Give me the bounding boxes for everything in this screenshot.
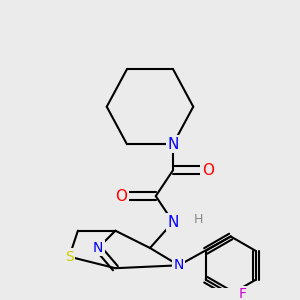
Text: S: S	[65, 250, 74, 264]
Text: O: O	[202, 163, 214, 178]
Text: N: N	[93, 241, 103, 255]
Text: F: F	[238, 287, 246, 300]
Text: N: N	[167, 137, 179, 152]
Text: H: H	[193, 213, 203, 226]
Text: N: N	[167, 214, 179, 230]
Text: N: N	[174, 258, 184, 272]
Text: O: O	[115, 189, 127, 204]
